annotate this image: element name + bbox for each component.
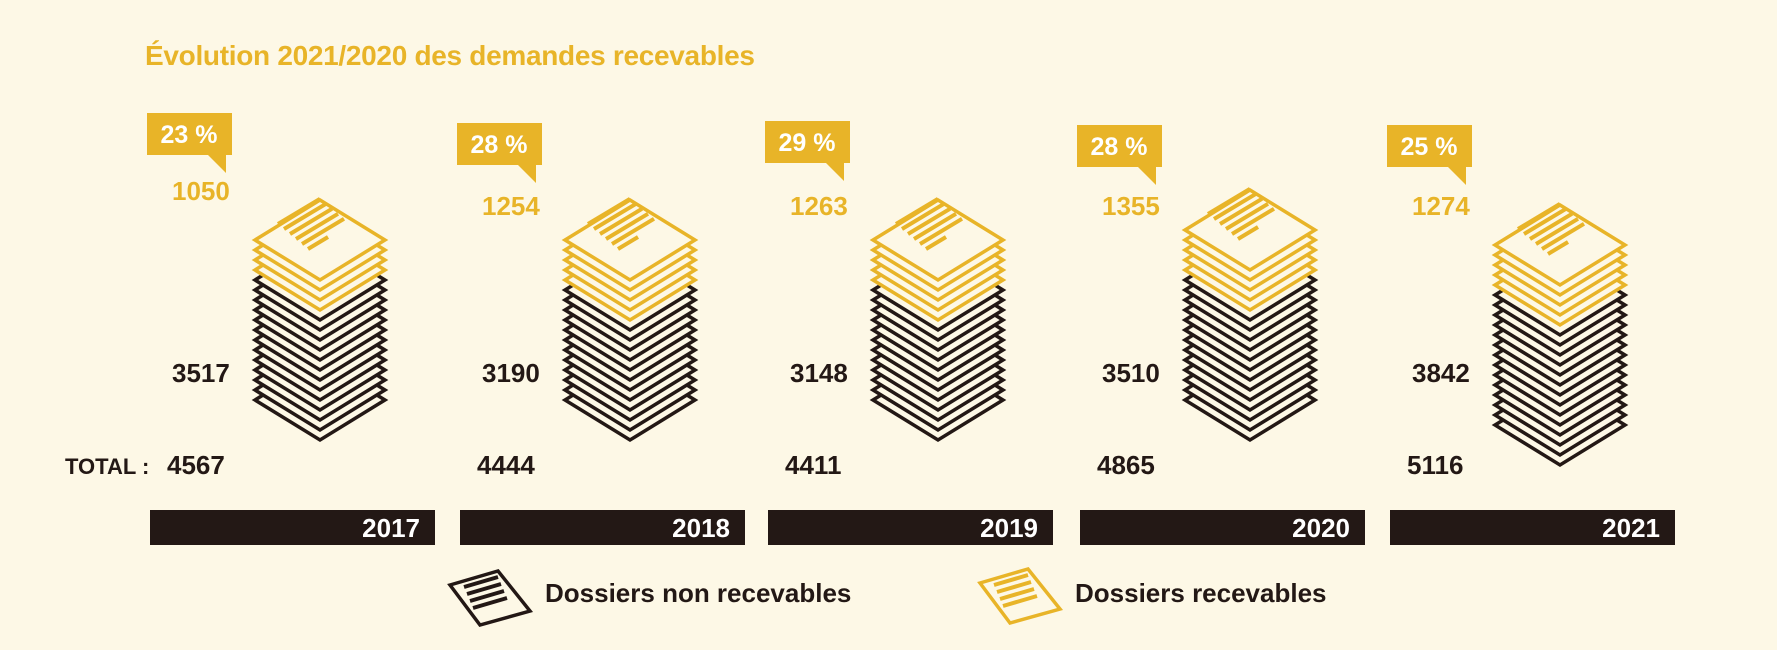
legend-label-non-recevables: Dossiers non recevables bbox=[545, 578, 852, 608]
stack-2019 bbox=[765, 121, 1053, 545]
value-label-non-recevables: 3517 bbox=[172, 358, 230, 388]
percent-label: 28 % bbox=[471, 131, 528, 159]
legend-icon-non-recevables bbox=[447, 568, 534, 628]
value-label-non-recevables: 3842 bbox=[1412, 358, 1470, 388]
legend bbox=[447, 566, 1064, 628]
stack-2018 bbox=[457, 123, 745, 545]
value-label-recevables: 1355 bbox=[1102, 191, 1160, 221]
percent-callout bbox=[457, 123, 542, 183]
total-value: 4444 bbox=[477, 450, 535, 480]
percent-callout bbox=[1077, 125, 1162, 185]
top-sheet-lines bbox=[276, 197, 346, 251]
value-label-non-recevables: 3510 bbox=[1102, 358, 1160, 388]
stack-2020 bbox=[1077, 125, 1365, 545]
total-label: TOTAL : bbox=[65, 454, 149, 479]
year-bar-2021 bbox=[1390, 510, 1675, 545]
top-sheet-lines bbox=[1516, 202, 1586, 256]
year-bar-2020 bbox=[1080, 510, 1365, 545]
value-label-recevables: 1274 bbox=[1412, 191, 1470, 221]
percent-label: 25 % bbox=[1401, 133, 1458, 161]
total-value: 4567 bbox=[167, 450, 225, 480]
year-bar-2018 bbox=[460, 510, 745, 545]
percent-label: 28 % bbox=[1091, 133, 1148, 161]
year-label: 2018 bbox=[672, 513, 730, 543]
stack-2021 bbox=[1387, 125, 1675, 545]
stacks-layer bbox=[147, 113, 1675, 545]
year-bar-2019 bbox=[768, 510, 1053, 545]
legend-label-recevables: Dossiers recevables bbox=[1075, 578, 1327, 608]
value-label-non-recevables: 3190 bbox=[482, 358, 540, 388]
value-label-recevables: 1050 bbox=[172, 176, 230, 206]
percent-label: 29 % bbox=[779, 129, 836, 157]
total-value: 5116 bbox=[1407, 450, 1463, 480]
value-label-recevables: 1263 bbox=[790, 191, 848, 221]
labels-layer: 2017 23 % 1050 3517 4567 2018 28 % 1254 3190 4444… bbox=[65, 121, 1660, 543]
top-sheet-lines bbox=[894, 197, 964, 251]
percent-label: 23 % bbox=[161, 121, 218, 149]
year-label: 2021 bbox=[1602, 513, 1660, 543]
total-value: 4865 bbox=[1097, 450, 1155, 480]
stack-2017 bbox=[147, 113, 435, 545]
percent-callout bbox=[1387, 125, 1472, 185]
percent-callout bbox=[765, 121, 850, 181]
top-sheet-lines bbox=[1206, 187, 1276, 241]
year-label: 2017 bbox=[362, 513, 420, 543]
legend-icon-recevables bbox=[977, 566, 1064, 626]
year-label: 2019 bbox=[980, 513, 1038, 543]
top-sheet-lines bbox=[586, 197, 656, 251]
percent-callout bbox=[147, 113, 232, 173]
value-label-recevables: 1254 bbox=[482, 191, 540, 221]
total-value: 4411 bbox=[785, 450, 841, 480]
value-label-non-recevables: 3148 bbox=[790, 358, 848, 388]
year-label: 2020 bbox=[1292, 513, 1350, 543]
year-bar-2017 bbox=[150, 510, 435, 545]
chart-title: Évolution 2021/2020 des demandes recevab… bbox=[145, 40, 755, 71]
